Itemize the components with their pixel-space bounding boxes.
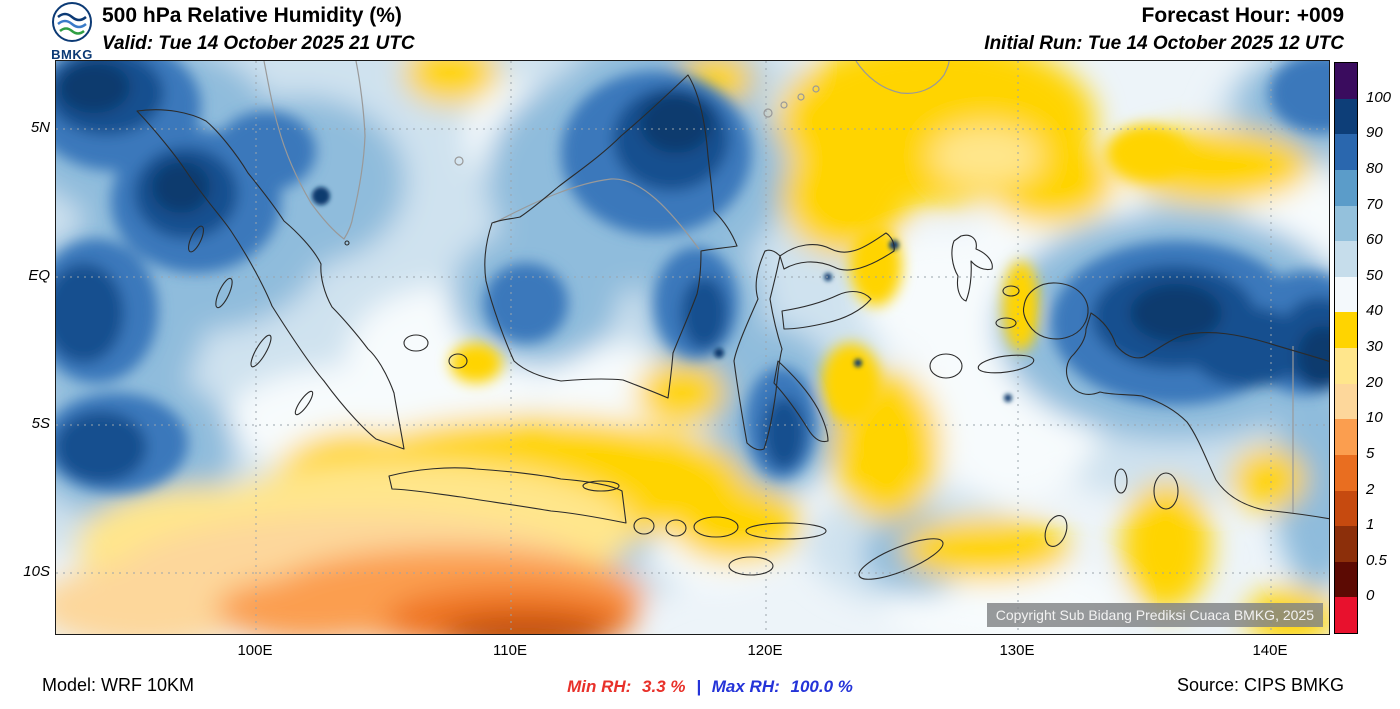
colorbar-segment bbox=[1335, 241, 1357, 277]
colorbar-label: 5 bbox=[1366, 444, 1375, 462]
colorbar-label: 0.5 bbox=[1366, 551, 1387, 569]
min-rh-label: Min RH: bbox=[567, 677, 632, 696]
gridlines bbox=[56, 61, 1329, 634]
colorbar-segment bbox=[1335, 98, 1357, 135]
y-axis-label-5s: 5S bbox=[31, 415, 50, 432]
colorbar-segment bbox=[1335, 526, 1357, 562]
colorbar-segment bbox=[1335, 348, 1357, 384]
max-rh-label: Max RH: bbox=[711, 677, 780, 696]
minmax-line: Min RH: 3.3 % | Max RH: 100.0 % bbox=[500, 677, 920, 697]
colorbar-label: 1 bbox=[1366, 516, 1375, 534]
colorbar-label: 60 bbox=[1366, 231, 1383, 249]
y-axis-label-10s: 10S bbox=[23, 563, 50, 580]
x-axis-label-140e: 140E bbox=[1252, 642, 1288, 659]
colorbar-label: 80 bbox=[1366, 159, 1383, 177]
foreign-coastlines bbox=[263, 61, 1294, 513]
valid-time: Valid: Tue 14 October 2025 21 UTC bbox=[102, 33, 415, 54]
bmkg-logo: BMKG bbox=[44, 1, 100, 62]
colorbar-label: 90 bbox=[1366, 124, 1383, 142]
colorbar-label: 20 bbox=[1366, 373, 1383, 391]
source-label: Source: CIPS BMKG bbox=[1176, 675, 1344, 695]
colorbar-segment bbox=[1335, 205, 1357, 242]
model-label: Model: WRF 10KM bbox=[42, 675, 195, 695]
colorbar-segment bbox=[1335, 383, 1357, 420]
forecast-hour: Forecast Hour: +009 bbox=[1141, 4, 1345, 27]
copyright-watermark: Copyright Sub Bidang Prediksi Cuaca BMKG… bbox=[986, 603, 1323, 627]
humidity-map: Copyright Sub Bidang Prediksi Cuaca BMKG… bbox=[55, 60, 1330, 635]
x-axis-label-130e: 130E bbox=[999, 642, 1035, 659]
colorbar-label: 2 bbox=[1366, 480, 1375, 498]
min-rh-value: 3.3 % bbox=[642, 677, 686, 696]
x-axis-label-120e: 120E bbox=[747, 642, 783, 659]
colorbar-segment bbox=[1335, 169, 1357, 206]
colorbar-segment bbox=[1335, 597, 1357, 633]
humidity-field-plot bbox=[56, 61, 1329, 634]
page-title: 500 hPa Relative Humidity (%) bbox=[102, 4, 402, 27]
bmkg-logo-icon bbox=[52, 2, 92, 42]
y-axis-label-eq: EQ bbox=[28, 267, 50, 284]
colorbar-segment bbox=[1335, 63, 1357, 99]
colorbar-segment bbox=[1335, 454, 1357, 491]
colorbar-label: 0 bbox=[1366, 587, 1375, 605]
colorbar-label: 30 bbox=[1366, 338, 1383, 355]
colorbar-segment bbox=[1335, 276, 1357, 313]
colorbar-label: 100 bbox=[1366, 88, 1392, 106]
colorbar-label: 50 bbox=[1366, 266, 1383, 284]
colorbar-label: 70 bbox=[1366, 195, 1383, 213]
colorbar-segment bbox=[1335, 490, 1357, 527]
y-axis-label-5n: 5N bbox=[30, 119, 50, 136]
colorbar-segment bbox=[1335, 419, 1357, 455]
colorbar-labels: 100 90 80 70 60 50 40 30 20 10 5 2 1 0.5 0 bbox=[1366, 62, 1400, 634]
minmax-separator: | bbox=[696, 677, 702, 696]
initial-run: Initial Run: Tue 14 October 2025 12 UTC bbox=[984, 33, 1344, 54]
coastlines bbox=[136, 74, 1329, 580]
colorbar-label: 10 bbox=[1366, 409, 1383, 427]
colorbar-segment bbox=[1335, 561, 1357, 598]
x-axis-label-100e: 100E bbox=[237, 642, 273, 659]
colorbar bbox=[1334, 62, 1358, 634]
bmkg-logo-label: BMKG bbox=[51, 47, 93, 62]
colorbar-segment bbox=[1335, 134, 1357, 170]
colorbar-label: 40 bbox=[1366, 302, 1383, 320]
colorbar-segment bbox=[1335, 312, 1357, 348]
max-rh-value: 100.0 % bbox=[790, 677, 853, 696]
x-axis-label-110e: 110E bbox=[493, 642, 527, 659]
